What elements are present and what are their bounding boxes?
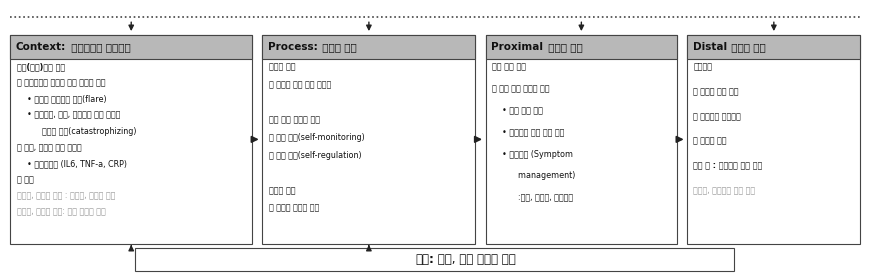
Text: • 바이오마커 (IL6, TNF-a, CRP): • 바이오마커 (IL6, TNF-a, CRP) <box>27 159 127 168</box>
Text: － 자기 조절(self-regulation): － 자기 조절(self-regulation) <box>269 151 362 160</box>
Text: • 신체 활동 레벨: • 신체 활동 레벨 <box>502 106 543 115</box>
Text: Distal: Distal <box>693 42 726 52</box>
Bar <box>687 34 860 244</box>
Text: • 요일별 통증패턴 변동(flare): • 요일별 통증패턴 변동(flare) <box>27 95 107 104</box>
Bar <box>135 248 734 271</box>
Text: － 사회적 영향과 지지: － 사회적 영향과 지지 <box>269 203 319 213</box>
Text: Process:: Process: <box>268 42 317 52</box>
Bar <box>687 34 860 59</box>
Text: 과정적 요인: 과정적 요인 <box>319 42 357 52</box>
Text: Proximal: Proximal <box>491 42 543 52</box>
Text: 적접적, 긴접적인 긴강 비용: 적접적, 긴접적인 긴강 비용 <box>693 186 755 195</box>
Text: 지식과 믿음: 지식과 믿음 <box>269 63 295 71</box>
Text: － 만성오통과 치료에 대한 개인의 인식: － 만성오통과 치료에 대한 개인의 인식 <box>17 79 105 88</box>
Text: Context:: Context: <box>16 42 66 52</box>
Text: 재양적 사고(catastrophizing): 재양적 사고(catastrophizing) <box>37 127 136 136</box>
Bar <box>262 34 475 59</box>
Text: :불안, 우울증, 수면장애: :불안, 우울증, 수면장애 <box>513 193 573 202</box>
Text: － 통증에 대한 자기 효능감: － 통증에 대한 자기 효능감 <box>269 80 331 89</box>
Text: management): management) <box>513 171 575 181</box>
Text: 결과적 요인: 결과적 요인 <box>728 42 766 52</box>
Bar <box>10 34 252 244</box>
Text: 자기 관리 기술과 능력: 자기 관리 기술과 능력 <box>269 115 320 124</box>
Text: 질병(요통)관련 요인: 질병(요통)관련 요인 <box>17 63 64 71</box>
Text: － 통증의 평균 강도: － 통증의 평균 강도 <box>693 87 739 96</box>
Text: － 일상생활 간섭정도: － 일상생활 간섭정도 <box>693 112 741 121</box>
Text: － 자기 관찰(self-monitoring): － 자기 관찰(self-monitoring) <box>269 133 364 142</box>
Text: 개인, 가족 중심의 중재: 개인, 가족 중심의 중재 <box>434 253 516 266</box>
Text: 물리적, 사회적 환경 : 문화적, 사회적 변수: 물리적, 사회적 환경 : 문화적, 사회적 변수 <box>17 191 115 200</box>
Text: 개인적, 가족적 요인: 기족 구조와 기능: 개인적, 가족적 요인: 기족 구조와 기능 <box>17 207 105 216</box>
Text: 중재:: 중재: <box>415 253 434 266</box>
Text: － 병력: － 병력 <box>17 175 33 184</box>
Text: • 권장하는 약물 요법 사용: • 권장하는 약물 요법 사용 <box>502 128 565 137</box>
Text: 삶의 질 : 인식하고 있는 웰빙: 삶의 질 : 인식하고 있는 웰빙 <box>693 161 763 170</box>
Bar <box>10 34 252 59</box>
Text: 사회적 촉진: 사회적 촉진 <box>269 186 295 195</box>
Text: 결과적 요인: 결과적 요인 <box>545 42 582 52</box>
Text: • 스트레스, 기분, 움직임에 대한 두려움: • 스트레스, 기분, 움직임에 대한 두려움 <box>27 111 120 120</box>
Text: － 지각된 장애: － 지각된 장애 <box>693 137 727 145</box>
Text: 위험요인과 보호요인: 위험요인과 보호요인 <box>68 42 130 52</box>
Text: － 요통 자가 관리에 참여: － 요통 자가 관리에 참여 <box>492 84 549 93</box>
Text: • 증상관리 (Symptom: • 증상관리 (Symptom <box>502 150 574 159</box>
Text: － 말초, 중추의 통증 민감성: － 말초, 중추의 통증 민감성 <box>17 143 81 152</box>
Bar <box>486 34 677 244</box>
Text: 자기 관리 행위: 자기 관리 행위 <box>492 63 526 71</box>
Bar <box>262 34 475 244</box>
Bar <box>486 34 677 59</box>
Text: 건강상태: 건강상태 <box>693 63 713 71</box>
